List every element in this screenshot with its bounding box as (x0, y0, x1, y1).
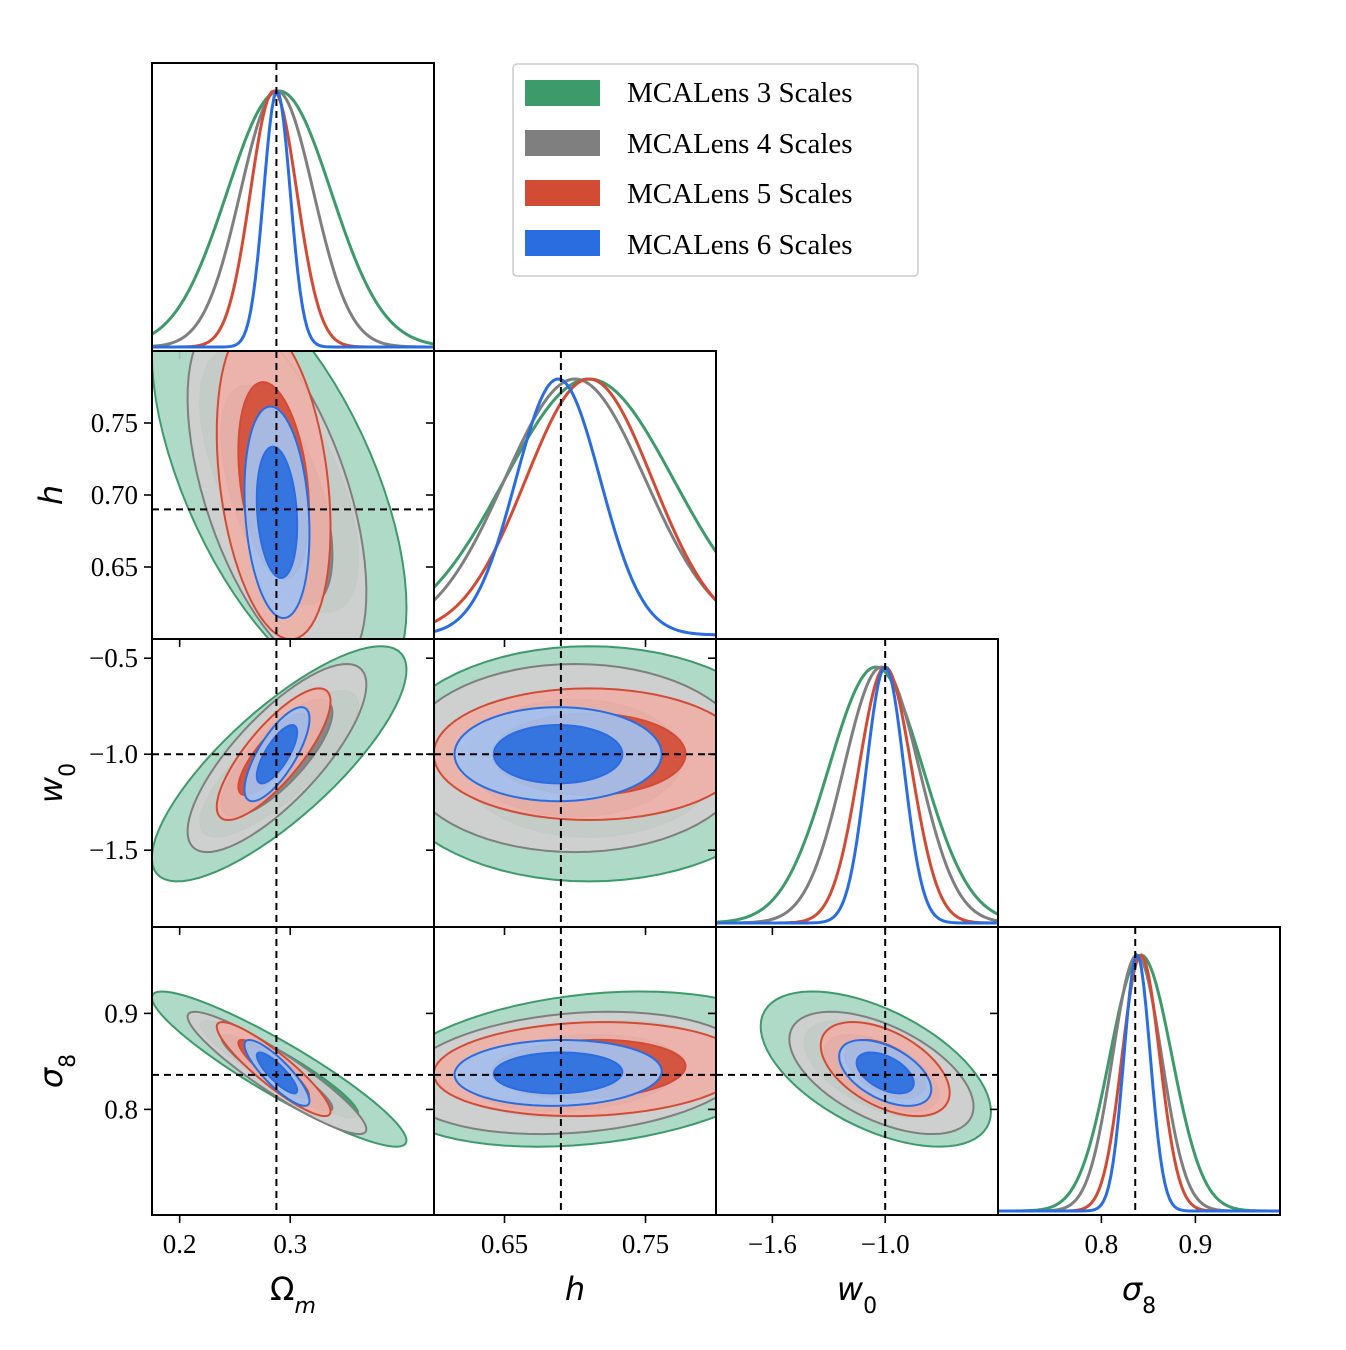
y-axis-label-sigma8: σ8 (32, 1054, 81, 1088)
legend-frame (512, 63, 919, 277)
y-tick-label-w0-2: −1.5 (89, 835, 138, 865)
marginal-curve-h-series-1 (434, 377, 716, 602)
marginal-curve-h-series-3 (434, 377, 716, 637)
y-tick-label-h-2: 0.65 (91, 552, 138, 582)
y-tick-label-w0-0: −0.5 (89, 643, 138, 673)
legend-label-6-scales: MCALens 6 Scales (627, 229, 853, 261)
marginal-curve-s8-series-3 (998, 952, 1280, 1213)
x-axis-label-h: h (565, 1270, 585, 1308)
panel-w0-w0 (716, 639, 998, 927)
legend-label-4-scales: MCALens 4 Scales (627, 128, 853, 160)
panel-h-s8 (434, 927, 716, 1215)
x-axis-label-omega-m: Ωm (270, 1270, 316, 1319)
contour-inner-h-s8-series-3 (492, 1051, 624, 1095)
legend-swatch-6-scales (525, 230, 600, 256)
legend-label-5-scales: MCALens 5 Scales (627, 178, 853, 210)
panel-h-h (434, 351, 716, 639)
x-axis-label-w0: w0 (837, 1270, 877, 1319)
x-axis-label-sigma8: σ8 (1122, 1270, 1156, 1319)
legend-label-3-scales: MCALens 3 Scales (627, 77, 853, 109)
x-tick-label-om-1: 0.3 (273, 1229, 307, 1259)
legend: MCALens 3 Scales MCALens 4 Scales MCALen… (512, 63, 919, 277)
y-tick-label-h-1: 0.70 (91, 480, 138, 510)
panel-om-w0 (152, 639, 434, 927)
axis-labels: Ωm h w0 σ8 h w0 σ8 (32, 485, 1156, 1319)
y-tick-label-w0-1: −1.0 (89, 739, 138, 769)
marginal-curve-s8-series-1 (998, 953, 1280, 1213)
panel-om-om (152, 63, 434, 351)
legend-swatch-4-scales (525, 130, 600, 156)
x-tick-label-om-0: 0.2 (163, 1229, 197, 1259)
y-axis-label-w0: w0 (32, 763, 81, 803)
x-tick-label-h-1: 0.75 (622, 1229, 669, 1259)
x-tick-label-w0-1: −1.0 (861, 1229, 910, 1259)
x-tick-label-w0-0: −1.6 (748, 1229, 797, 1259)
legend-swatch-5-scales (525, 180, 600, 206)
y-tick-label-s8-0: 0.9 (104, 998, 138, 1028)
x-tick-label-h-0: 0.65 (481, 1229, 528, 1259)
y-tick-label-s8-1: 0.8 (104, 1094, 138, 1124)
marginal-curve-om-series-0 (152, 89, 434, 346)
y-axis-label-h: h (32, 485, 70, 505)
panel-w0-s8 (716, 927, 998, 1215)
panel-om-s8 (152, 927, 434, 1215)
marginal-curve-s8-series-2 (998, 953, 1280, 1213)
marginal-curve-om-series-1 (152, 89, 434, 349)
x-tick-label-s8-0: 0.8 (1085, 1229, 1119, 1259)
marginal-curve-w0-series-0 (716, 665, 998, 924)
legend-swatch-3-scales (525, 80, 600, 106)
y-tick-label-h-0: 0.75 (91, 408, 138, 438)
marginal-curve-h-series-0 (434, 377, 716, 589)
marginal-curve-h-series-2 (434, 377, 716, 624)
x-tick-label-s8-1: 0.9 (1179, 1229, 1213, 1259)
corner-panels: 0.75 0.70 0.65 −0.5 −1.0 −1.5 0.2 0.3 0.9 0.8 0.65… (89, 62, 1281, 1259)
marginal-curve-w0-series-3 (716, 665, 998, 925)
panel-frame-3-3 (997, 926, 1281, 1216)
marginal-curve-w0-series-1 (716, 665, 998, 925)
marginal-curve-s8-series-0 (998, 953, 1280, 1213)
marginal-curve-om-series-3 (152, 88, 434, 349)
panel-om-h (152, 351, 434, 639)
panel-h-w0 (434, 639, 716, 927)
panel-s8-s8 (998, 927, 1280, 1215)
